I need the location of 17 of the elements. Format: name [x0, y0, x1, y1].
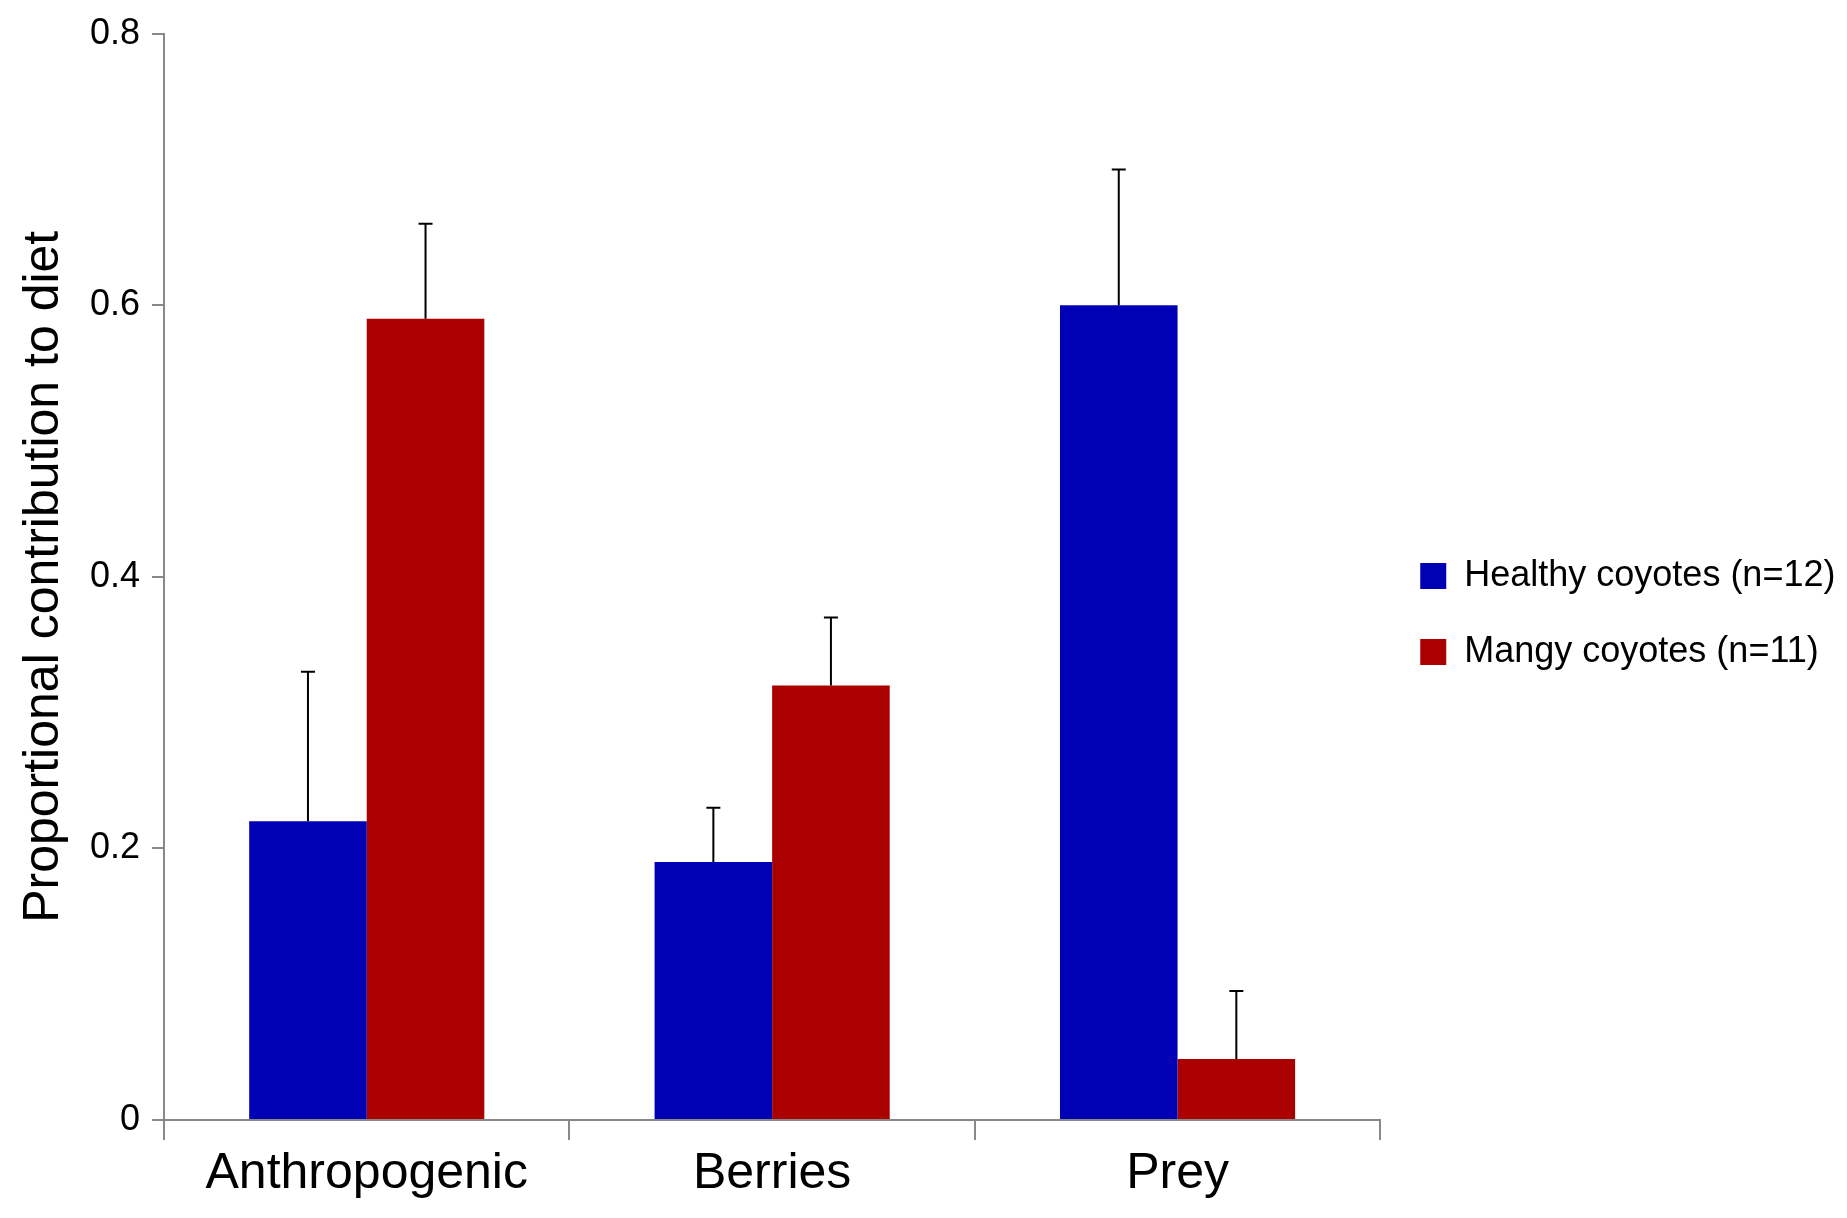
bar	[772, 685, 890, 1119]
y-tick-label: 0.4	[90, 553, 141, 595]
y-tick-label: 0	[120, 1096, 141, 1138]
y-tick-label: 0.2	[90, 825, 141, 867]
bar	[1177, 1058, 1296, 1119]
legend-label: Healthy coyotes (n=12)	[1464, 552, 1836, 594]
y-tick-label: 0.8	[90, 10, 141, 52]
bar	[249, 821, 367, 1119]
legend-label: Mangy coyotes (n=11)	[1464, 628, 1819, 670]
y-tick-label: 0.6	[90, 282, 141, 324]
y-axis-title: Proportional contribution to diet	[12, 230, 69, 923]
bar	[654, 861, 773, 1119]
bar	[1059, 305, 1178, 1119]
x-tick-label: Anthropogenic	[205, 1142, 528, 1199]
bar	[366, 318, 485, 1119]
x-tick-label: Prey	[1126, 1142, 1229, 1199]
x-tick-label: Berries	[692, 1142, 852, 1199]
